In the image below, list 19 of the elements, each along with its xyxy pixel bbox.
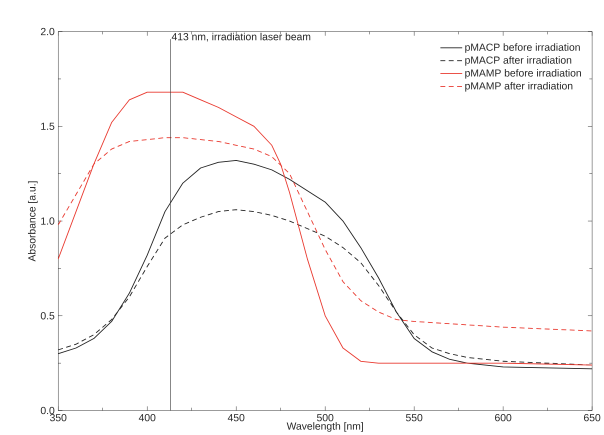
x-tick-label: 550: [406, 414, 422, 422]
legend-label: pMAMP after irradiation: [465, 82, 572, 92]
x-axis-title: Wavelength [nm]: [286, 422, 363, 432]
legend-label: pMACP after irradiation: [465, 56, 572, 66]
y-axis-title: Absorbance [a.u.]: [28, 181, 38, 262]
y-tick-label: 1.5: [41, 122, 54, 130]
y-tick-label: 2.0: [40, 28, 54, 36]
y-tick-label: 1.0: [41, 217, 54, 225]
legend-label: pMAMP before irradiation: [465, 68, 581, 79]
x-tick-label: 450: [228, 414, 244, 422]
x-tick-label: 400: [138, 414, 156, 422]
legend-label: pMACP before irradiation: [465, 43, 580, 53]
x-tick-label: 350: [50, 414, 66, 422]
x-tick-label: 600: [495, 414, 512, 422]
y-tick-label: 0.5: [40, 312, 54, 320]
x-tick-label: 650: [584, 414, 600, 422]
ref-line-label: 413 nm, irradiation laser beam: [172, 32, 310, 42]
y-tick-label: 0.0: [40, 406, 54, 414]
x-tick-label: 500: [316, 414, 334, 422]
